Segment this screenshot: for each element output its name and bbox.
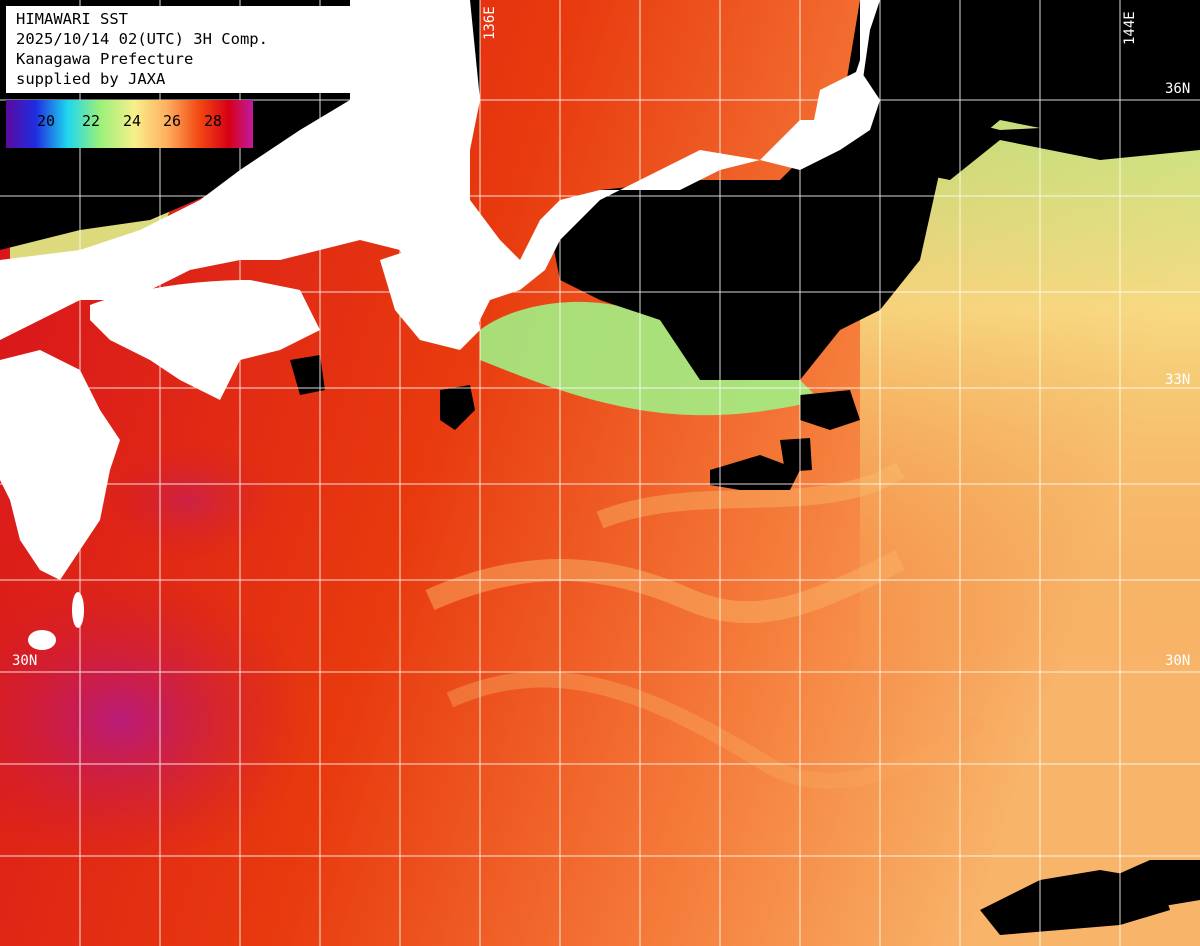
land-honshu [0, 0, 880, 340]
grid-label-136e: 136E [482, 6, 498, 40]
cloud-north-right [550, 0, 1200, 380]
legend-tick-26: 26 [162, 112, 182, 130]
grid-label-36n: 36N [1165, 81, 1191, 97]
grid-label-144e: 144E [1122, 11, 1138, 45]
land-kyushu [0, 350, 120, 580]
legend-tick-28: 28 [203, 112, 223, 130]
legend-tick-24: 24 [122, 112, 142, 130]
legend-tick-20: 20 [36, 112, 56, 130]
cool-water-coast [480, 301, 820, 416]
cloud-patch-2 [710, 455, 800, 490]
cloud-patch-1 [440, 385, 475, 430]
title-line-region: Kanagawa Prefecture [16, 50, 194, 68]
land-shikoku [90, 280, 320, 400]
legend-tick-22: 22 [81, 112, 101, 130]
title-box: HIMAWARI SST 2025/10/14 02(UTC) 3H Comp.… [6, 6, 351, 93]
filament-2 [446, 671, 985, 789]
filament-1 [425, 550, 905, 624]
title-line-datetime: 2025/10/14 02(UTC) 3H Comp. [16, 30, 268, 48]
land-tanegashima [72, 592, 84, 628]
land-kii [380, 240, 480, 350]
title-line-product: HIMAWARI SST [16, 10, 128, 28]
grid-label-33n: 33N [1165, 372, 1191, 388]
land-izu-islet [28, 630, 56, 650]
grid-label-30n-right: 30N [1165, 653, 1191, 669]
title-line-credit: supplied by JAXA [16, 70, 166, 88]
cloud-patch-south-2 [1060, 860, 1200, 910]
grid-label-30n-left: 30N [12, 653, 38, 669]
cloud-patch-5 [290, 355, 325, 395]
warm-core-southwest [0, 570, 310, 870]
color-legend: 20 22 24 26 28 [6, 100, 253, 148]
cloud-patch-4 [780, 438, 812, 472]
cloud-patch-3 [800, 390, 860, 430]
legend-colorbar [6, 100, 253, 148]
land-boso [810, 70, 880, 150]
warm-core-west [100, 440, 280, 560]
